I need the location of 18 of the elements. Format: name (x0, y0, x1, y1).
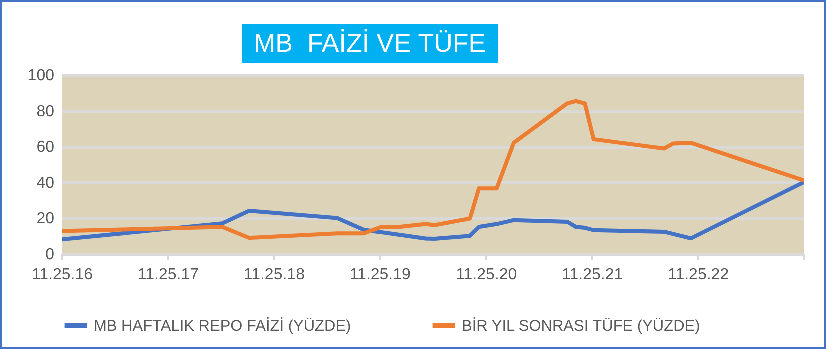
x-tick-label: 11.25.17 (138, 266, 200, 284)
x-tick-label: 11.25.18 (244, 266, 306, 284)
y-tick-label: 60 (36, 139, 55, 156)
x-tick-label: 11.25.16 (32, 266, 94, 284)
y-tick-label: 100 (28, 68, 55, 84)
line-series (62, 180, 804, 242)
legend-label: MB HAFTALIK REPO FAİZİ (YÜZDE) (94, 317, 352, 335)
y-tick-label: 80 (36, 103, 55, 120)
x-tick-label: 11.25.21 (562, 266, 624, 284)
x-tick-label: 11.25.22 (668, 266, 730, 284)
y-tick-label: 20 (36, 210, 55, 228)
legend-label: BİR YIL SONRASI TÜFE (YÜZDE) (462, 317, 700, 335)
y-tick-label: 0 (46, 246, 55, 264)
x-tick-label: 11.25.19 (350, 266, 412, 284)
chart-title: MB FAİZİ VE TÜFE (242, 24, 498, 63)
line-series (62, 99, 804, 240)
y-tick-label: 40 (36, 174, 55, 192)
x-tick-label: 11.25.20 (456, 266, 518, 284)
